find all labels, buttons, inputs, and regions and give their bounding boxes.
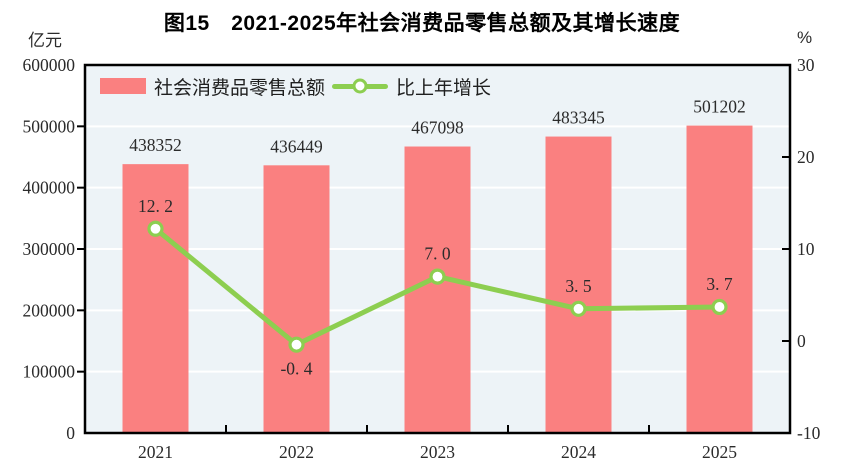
left-axis-tick-label: 500000 [23,116,76,136]
legend: 社会消费品零售总额 比上年增长 [100,77,498,99]
legend-bar-swatch [100,78,146,94]
left-axis-tick-label: 400000 [23,178,76,198]
bar-value-label-2025: 501202 [693,97,746,117]
bar-2022 [263,165,330,433]
x-axis-tick-label-2025: 2025 [702,442,737,462]
right-axis-unit-label: % [797,28,813,47]
x-axis-tick-label-2021: 2021 [138,442,173,462]
legend-bar-label: 社会消费品零售总额 [154,77,326,99]
growth-marker-2023 [429,268,446,285]
bar-value-label-2023: 467098 [411,118,464,138]
x-axis-tick-label-2024: 2024 [561,442,596,462]
bar-2021 [122,164,189,433]
left-axis-tick-label: 100000 [23,362,76,382]
x-axis-tick-label-2023: 2023 [420,442,455,462]
legend-line-label: 比上年增长 [396,77,492,99]
growth-marker-2024 [570,300,587,317]
bar-value-label-2022: 436449 [270,136,323,156]
growth-marker-2025 [711,298,728,316]
growth-marker-2021 [147,220,164,237]
left-axis-tick-label: 600000 [23,55,76,75]
left-axis-tick-label: 300000 [23,239,76,259]
growth-value-label-2022: -0. 4 [280,359,312,379]
growth-marker-2022 [288,336,305,353]
left-axis-tick-label: 0 [66,423,75,443]
growth-value-label-2024: 3. 5 [565,276,592,296]
bar-2025 [686,125,753,434]
chart-title: 图15 2021-2025年社会消费品零售总额及其增长速度 [163,12,681,35]
bar-value-label-2021: 438352 [129,135,182,155]
right-axis-tick-label: -10 [797,423,821,443]
growth-value-label-2021: 12. 2 [138,196,173,216]
bar-2024 [545,136,612,433]
right-axis-tick-label: 30 [797,55,815,75]
legend-line-marker-icon [352,78,368,94]
right-axis-tick-label: 20 [797,147,815,167]
left-axis-tick-label: 200000 [23,300,76,320]
left-axis-unit-label: 亿元 [28,31,62,50]
legend-line-swatch [332,78,389,94]
right-axis-tick-label: 0 [797,331,806,351]
x-axis-tick-label-2022: 2022 [279,442,314,462]
growth-value-label-2025: 3. 7 [706,274,733,294]
growth-value-label-2023: 7. 0 [424,244,451,264]
bar-value-label-2024: 483345 [552,108,605,128]
right-axis-tick-label: 10 [797,239,815,259]
